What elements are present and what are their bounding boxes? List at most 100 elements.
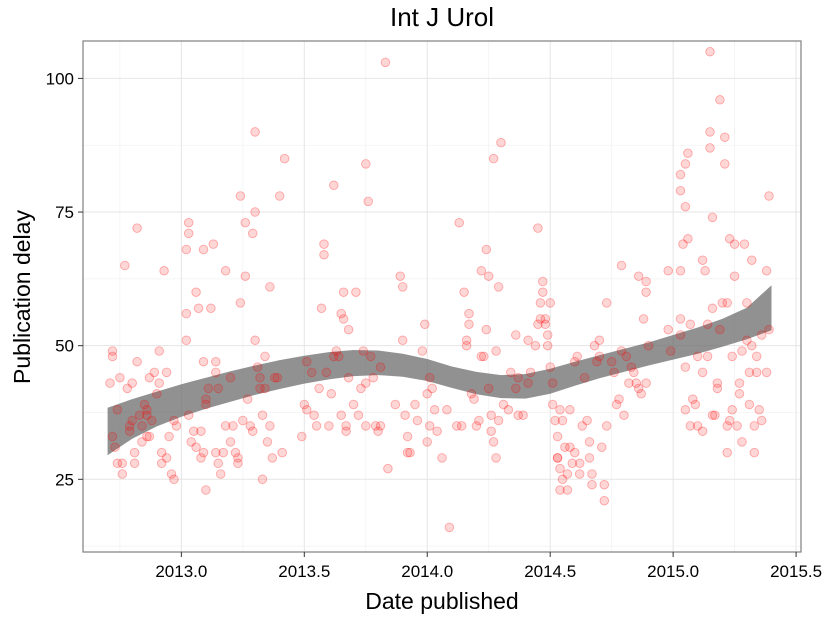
data-point [343,324,354,335]
data-point [471,421,482,431]
data-point [570,447,580,458]
data-point [538,276,548,287]
data-point [220,421,231,431]
data-point [722,421,732,431]
data-point [252,362,263,372]
data-point [324,421,334,431]
smooth-confidence-band [107,285,772,456]
data-point [115,372,125,383]
data-point [729,271,740,281]
data-point [493,415,504,426]
data-point [503,405,514,415]
data-point [452,421,462,431]
data-point [540,314,551,324]
data-point [368,372,378,383]
data-point [742,335,752,346]
data-point [183,410,194,420]
data-point [557,415,568,426]
data-point [464,308,474,319]
data-point [137,421,147,431]
data-point [705,143,715,153]
data-point [260,383,270,394]
y-axis-ticks: 25 50 75 100 [46,69,83,489]
data-point [127,378,137,388]
data-point [513,372,523,383]
x-axis-ticks: 2013.0 2013.5 2014.0 2014.5 2015.0 2015.5 [155,552,822,581]
data-point [129,447,140,458]
data-point [147,415,157,426]
data-point [144,372,155,383]
data-point [181,244,192,255]
data-point [481,244,492,255]
data-point [461,335,472,346]
data-point [744,399,755,410]
data-point [727,351,737,362]
data-point [560,442,570,452]
data-point [120,260,130,271]
data-point [592,356,602,367]
data-point [744,367,755,378]
data-point [233,453,243,463]
data-point [688,394,698,404]
minor-grid [83,41,801,552]
data-point [336,308,346,319]
data-point [402,431,413,442]
data-point [685,319,696,330]
data-point [488,437,499,447]
data-point [624,378,634,388]
points-layer [105,46,774,533]
data-point [633,271,644,281]
data-point [166,469,177,479]
data-point [597,442,607,452]
data-point [545,362,555,372]
x-tick-label: 2014.5 [524,562,576,581]
data-point [589,340,600,351]
data-point [675,266,686,276]
data-point [314,383,324,394]
data-point [680,159,691,169]
data-point [555,463,565,474]
data-point [720,132,730,142]
data-point [242,394,253,404]
data-point [240,271,251,281]
data-point [169,415,179,426]
data-point [722,447,732,458]
data-point [353,410,364,420]
data-point [181,335,192,346]
data-point [149,367,160,378]
data-point [680,405,691,415]
data-point [697,255,708,265]
data-point [574,469,585,479]
data-point [587,469,597,479]
data-point [525,367,536,378]
data-point [164,431,174,442]
data-point [361,159,371,169]
data-point [601,421,612,431]
data-point [218,447,228,458]
data-point [213,383,223,394]
data-point [397,335,408,346]
data-point [183,228,194,239]
data-point [142,410,152,420]
data-point [316,303,327,314]
data-point [707,212,718,223]
y-tick-label: 50 [55,337,74,356]
data-point [557,474,568,485]
data-point [764,324,774,335]
data-point [181,308,192,319]
data-point [466,389,477,399]
data-point [429,405,440,415]
data-point [225,372,236,383]
data-point [225,437,236,447]
data-point [412,415,423,426]
data-point [117,469,128,479]
data-point [720,159,730,169]
data-point [616,346,627,356]
data-point [488,153,499,164]
data-point [107,346,118,356]
data-point [469,394,479,404]
data-point [483,383,494,394]
data-point [685,421,696,431]
data-point [675,314,686,324]
data-point [690,399,701,410]
